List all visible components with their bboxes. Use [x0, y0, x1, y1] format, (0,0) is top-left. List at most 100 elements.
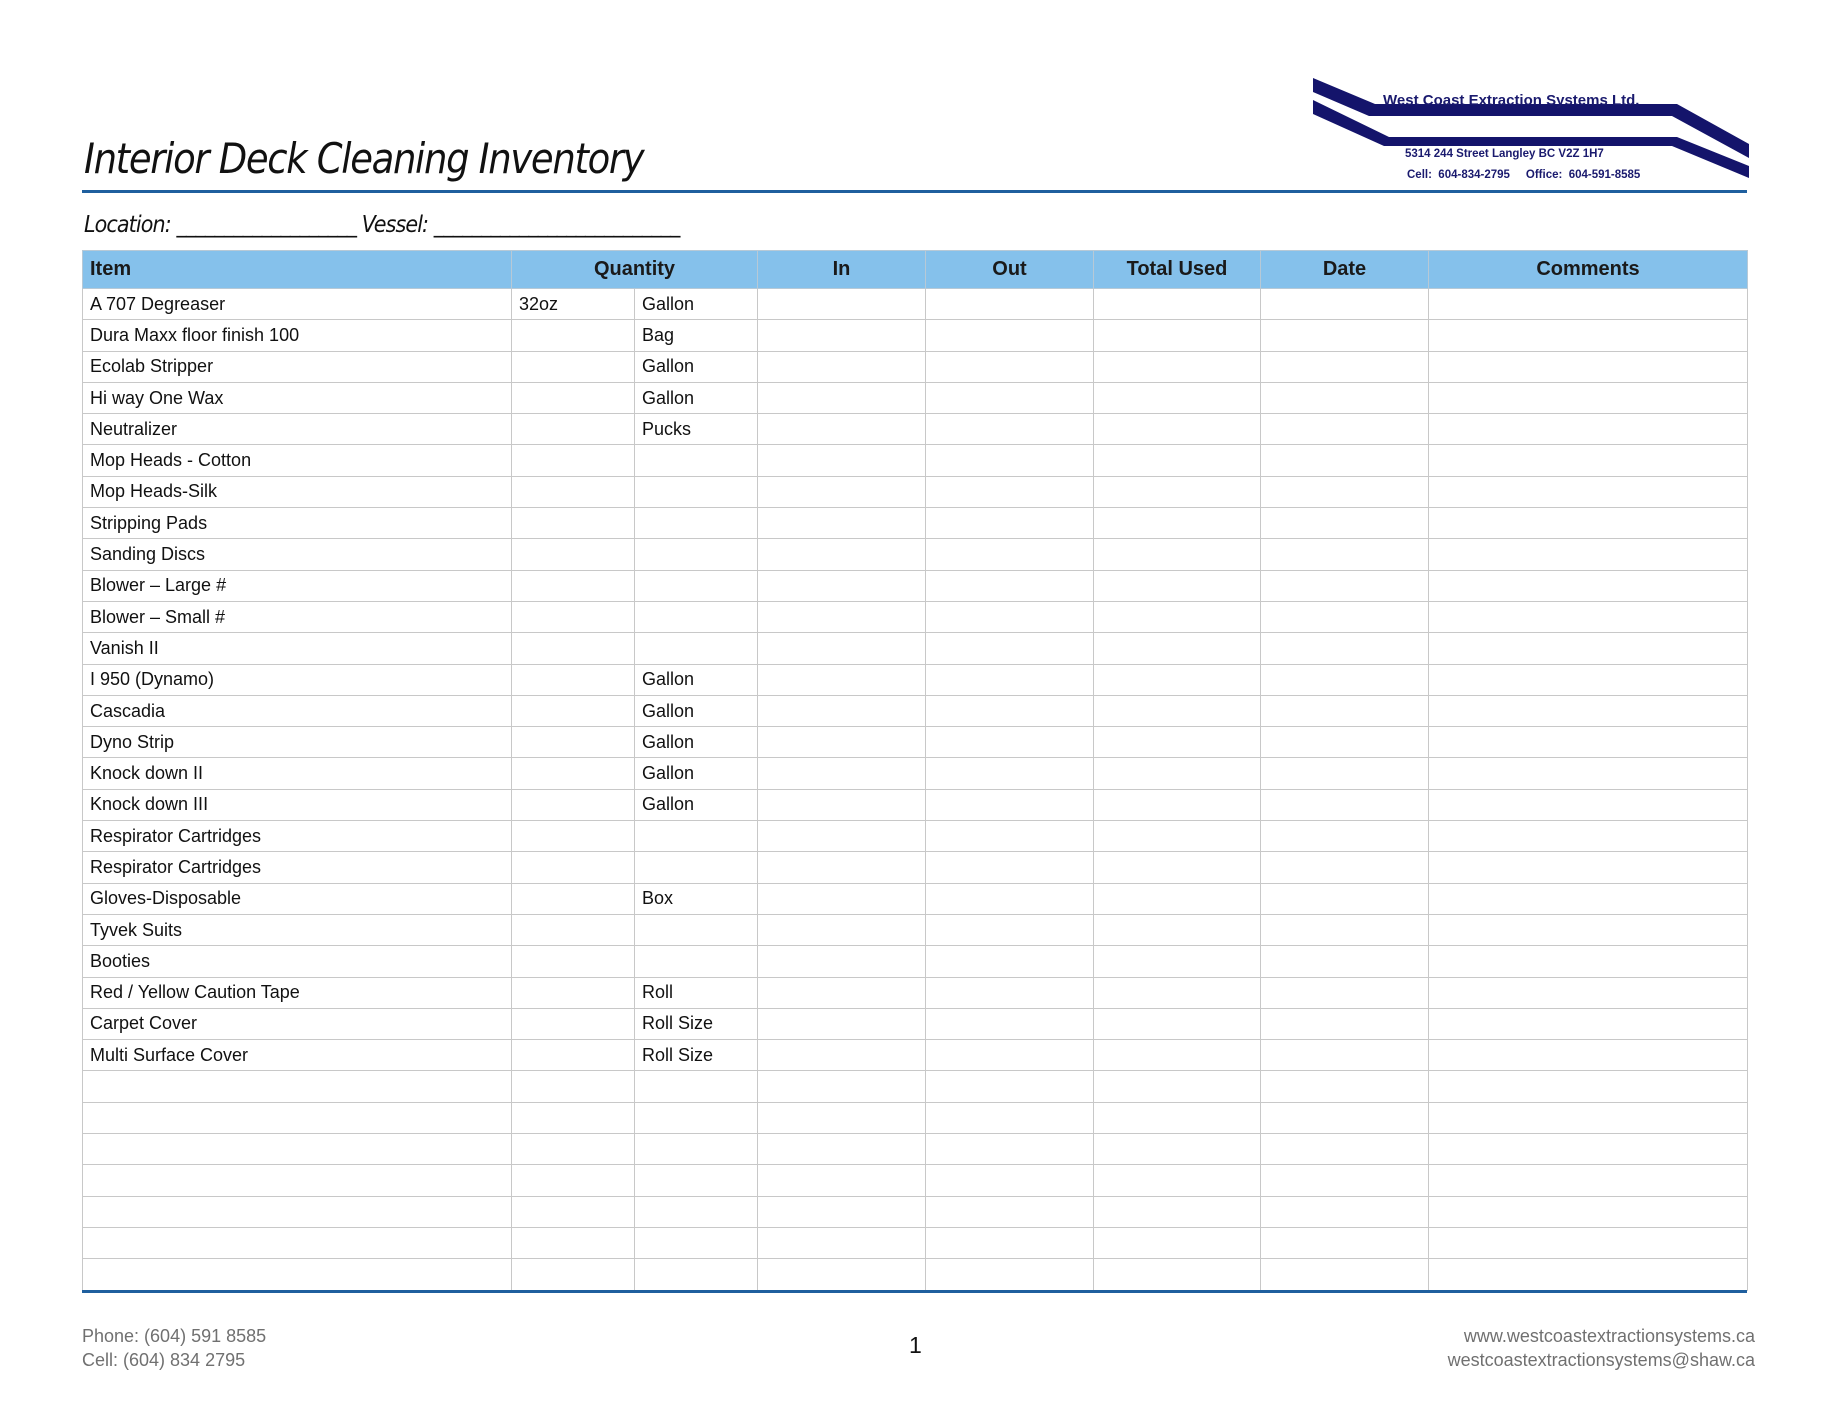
quantity-cell[interactable]: [511, 507, 635, 540]
quantity-cell[interactable]: [511, 757, 635, 790]
total-used-cell[interactable]: [1093, 1133, 1261, 1166]
comments-cell[interactable]: [1428, 694, 1748, 728]
date-cell[interactable]: [1260, 913, 1429, 947]
date-cell[interactable]: [1260, 820, 1429, 853]
date-cell[interactable]: [1260, 1226, 1429, 1260]
comments-cell[interactable]: [1428, 413, 1748, 446]
item-cell[interactable]: Red / Yellow Caution Tape: [82, 976, 512, 1009]
in-cell[interactable]: [757, 757, 926, 790]
location-field[interactable]: Location: ___________________: [84, 212, 357, 238]
quantity-cell[interactable]: [511, 319, 635, 352]
comments-cell[interactable]: [1428, 757, 1748, 790]
out-cell[interactable]: [925, 287, 1094, 321]
out-cell[interactable]: [925, 945, 1094, 978]
in-cell[interactable]: [757, 1226, 926, 1260]
total-used-cell[interactable]: [1093, 413, 1261, 446]
quantity-cell[interactable]: [511, 569, 635, 602]
comments-cell[interactable]: [1428, 851, 1748, 884]
quantity-cell[interactable]: [511, 694, 635, 728]
quantity-cell[interactable]: [511, 632, 635, 665]
out-cell[interactable]: [925, 1007, 1094, 1041]
quantity-cell[interactable]: [511, 1164, 635, 1197]
out-cell[interactable]: [925, 851, 1094, 884]
total-used-cell[interactable]: [1093, 444, 1261, 477]
out-cell[interactable]: [925, 882, 1094, 915]
unit-cell[interactable]: [634, 1258, 758, 1291]
item-cell[interactable]: Blower – Large #: [82, 569, 512, 602]
total-used-cell[interactable]: [1093, 1195, 1261, 1228]
out-cell[interactable]: [925, 820, 1094, 853]
unit-cell[interactable]: Box: [634, 882, 758, 915]
unit-cell[interactable]: Gallon: [634, 381, 758, 415]
quantity-cell[interactable]: [511, 913, 635, 947]
in-cell[interactable]: [757, 663, 926, 696]
unit-cell[interactable]: Gallon: [634, 788, 758, 822]
out-cell[interactable]: [925, 1258, 1094, 1291]
quantity-cell[interactable]: [511, 538, 635, 571]
date-cell[interactable]: [1260, 694, 1429, 728]
date-cell[interactable]: [1260, 413, 1429, 446]
unit-cell[interactable]: Gallon: [634, 726, 758, 759]
comments-cell[interactable]: [1428, 350, 1748, 383]
out-cell[interactable]: [925, 350, 1094, 383]
unit-cell[interactable]: [634, 507, 758, 540]
total-used-cell[interactable]: [1093, 1007, 1261, 1041]
item-cell[interactable]: Blower – Small #: [82, 600, 512, 634]
in-cell[interactable]: [757, 1101, 926, 1135]
unit-cell[interactable]: [634, 1101, 758, 1135]
total-used-cell[interactable]: [1093, 757, 1261, 790]
comments-cell[interactable]: [1428, 1258, 1748, 1291]
comments-cell[interactable]: [1428, 1226, 1748, 1260]
item-cell[interactable]: [82, 1164, 512, 1197]
in-cell[interactable]: [757, 507, 926, 540]
comments-cell[interactable]: [1428, 507, 1748, 540]
comments-cell[interactable]: [1428, 945, 1748, 978]
unit-cell[interactable]: Gallon: [634, 350, 758, 383]
quantity-cell[interactable]: [511, 976, 635, 1009]
unit-cell[interactable]: [634, 569, 758, 602]
out-cell[interactable]: [925, 569, 1094, 602]
quantity-cell[interactable]: [511, 413, 635, 446]
total-used-cell[interactable]: [1093, 1258, 1261, 1291]
unit-cell[interactable]: [634, 632, 758, 665]
in-cell[interactable]: [757, 913, 926, 947]
date-cell[interactable]: [1260, 757, 1429, 790]
comments-cell[interactable]: [1428, 1195, 1748, 1228]
item-cell[interactable]: [82, 1101, 512, 1135]
unit-cell[interactable]: [634, 820, 758, 853]
total-used-cell[interactable]: [1093, 788, 1261, 822]
total-used-cell[interactable]: [1093, 726, 1261, 759]
comments-cell[interactable]: [1428, 475, 1748, 509]
total-used-cell[interactable]: [1093, 976, 1261, 1009]
out-cell[interactable]: [925, 381, 1094, 415]
in-cell[interactable]: [757, 976, 926, 1009]
comments-cell[interactable]: [1428, 632, 1748, 665]
in-cell[interactable]: [757, 413, 926, 446]
quantity-cell[interactable]: [511, 1258, 635, 1291]
unit-cell[interactable]: Gallon: [634, 694, 758, 728]
unit-cell[interactable]: Roll: [634, 976, 758, 1009]
out-cell[interactable]: [925, 475, 1094, 509]
comments-cell[interactable]: [1428, 726, 1748, 759]
item-cell[interactable]: Booties: [82, 945, 512, 978]
in-cell[interactable]: [757, 1007, 926, 1041]
out-cell[interactable]: [925, 1070, 1094, 1103]
total-used-cell[interactable]: [1093, 569, 1261, 602]
item-cell[interactable]: Sanding Discs: [82, 538, 512, 571]
comments-cell[interactable]: [1428, 820, 1748, 853]
comments-cell[interactable]: [1428, 319, 1748, 352]
date-cell[interactable]: [1260, 287, 1429, 321]
comments-cell[interactable]: [1428, 1039, 1748, 1072]
quantity-cell[interactable]: [511, 1070, 635, 1103]
out-cell[interactable]: [925, 726, 1094, 759]
date-cell[interactable]: [1260, 538, 1429, 571]
item-cell[interactable]: Cascadia: [82, 694, 512, 728]
date-cell[interactable]: [1260, 1070, 1429, 1103]
unit-cell[interactable]: [634, 1070, 758, 1103]
total-used-cell[interactable]: [1093, 882, 1261, 915]
out-cell[interactable]: [925, 757, 1094, 790]
unit-cell[interactable]: [634, 1195, 758, 1228]
item-cell[interactable]: Mop Heads-Silk: [82, 475, 512, 509]
in-cell[interactable]: [757, 600, 926, 634]
total-used-cell[interactable]: [1093, 1039, 1261, 1072]
